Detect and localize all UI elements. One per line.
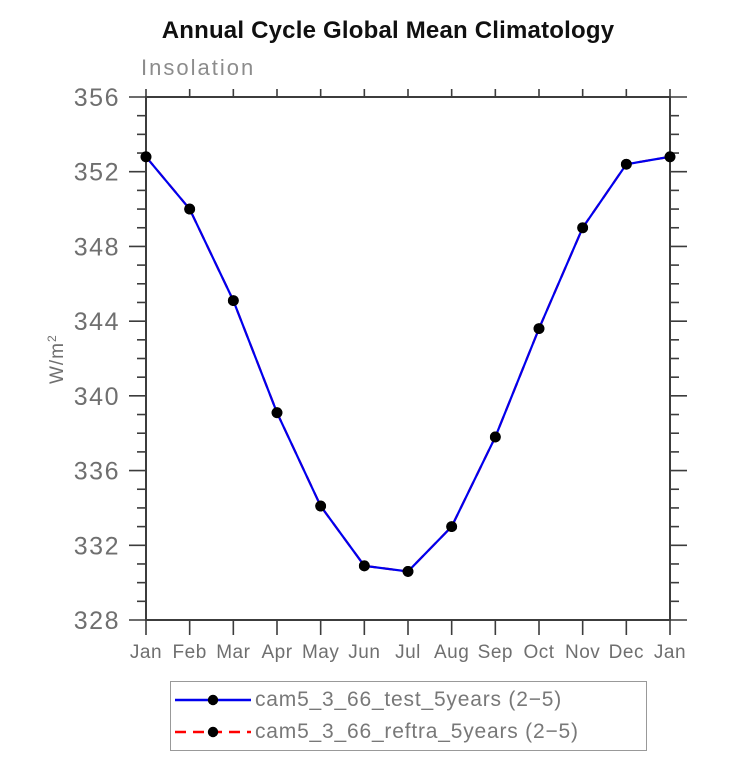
- legend-reference-marker-icon: [207, 726, 219, 738]
- legend: cam5_3_66_test_5years (2−5) cam5_3_66_re…: [170, 681, 647, 751]
- x-tick-label: Sep: [478, 642, 513, 663]
- data-point-marker: [489, 431, 501, 443]
- data-point-marker: [577, 222, 589, 234]
- chart-subtitle: Insolation: [141, 55, 256, 80]
- y-tick-label: 356: [74, 84, 120, 112]
- y-tick-label: 352: [74, 159, 120, 187]
- legend-item-test: cam5_3_66_test_5years (2−5): [171, 684, 646, 716]
- legend-label-reference: cam5_3_66_reftra_5years (2−5): [255, 720, 579, 743]
- data-point-marker: [358, 560, 370, 572]
- data-point-marker: [140, 151, 152, 163]
- data-point-marker: [271, 407, 283, 419]
- x-tick-label: Nov: [565, 642, 600, 663]
- x-tick-label: Jul: [395, 642, 421, 663]
- data-point-marker: [315, 500, 327, 512]
- data-point-marker: [402, 566, 414, 577]
- data-point-marker: [446, 521, 458, 533]
- series-line-test: [145, 155, 671, 573]
- x-tick-label: Jan: [654, 642, 686, 663]
- legend-line-sample-dashed: [175, 726, 251, 738]
- legend-line-sample-solid: [175, 694, 251, 706]
- x-tick-label: Apr: [261, 642, 292, 663]
- chart-title: Annual Cycle Global Mean Climatology: [161, 17, 615, 44]
- y-tick-label: 328: [74, 607, 120, 635]
- legend-item-reference: cam5_3_66_reftra_5years (2−5): [171, 716, 646, 748]
- y-tick-label: 332: [74, 532, 120, 560]
- x-tick-label: Oct: [523, 642, 554, 663]
- x-tick-label: May: [302, 642, 339, 663]
- data-point-marker: [227, 295, 239, 306]
- x-tick-label: Dec: [609, 642, 644, 663]
- plot-frame: [145, 96, 671, 621]
- y-tick-label: 336: [74, 458, 120, 486]
- y-tick-label: 344: [74, 308, 120, 336]
- x-tick-label: Aug: [434, 642, 469, 663]
- data-point-marker: [184, 203, 196, 215]
- x-tick-label: Feb: [173, 642, 207, 663]
- data-point-marker: [620, 158, 632, 170]
- y-tick-label: 348: [74, 233, 120, 261]
- legend-test-marker-icon: [207, 694, 219, 706]
- x-tick-label: Jan: [130, 642, 162, 663]
- data-point-marker: [533, 323, 545, 335]
- legend-label-test: cam5_3_66_test_5years (2−5): [255, 688, 563, 711]
- y-tick-label: 340: [74, 383, 120, 411]
- x-tick-label: Mar: [216, 642, 250, 663]
- data-point-marker: [664, 151, 676, 163]
- series-line-reference: [145, 155, 671, 573]
- x-tick-label: Jun: [348, 642, 380, 663]
